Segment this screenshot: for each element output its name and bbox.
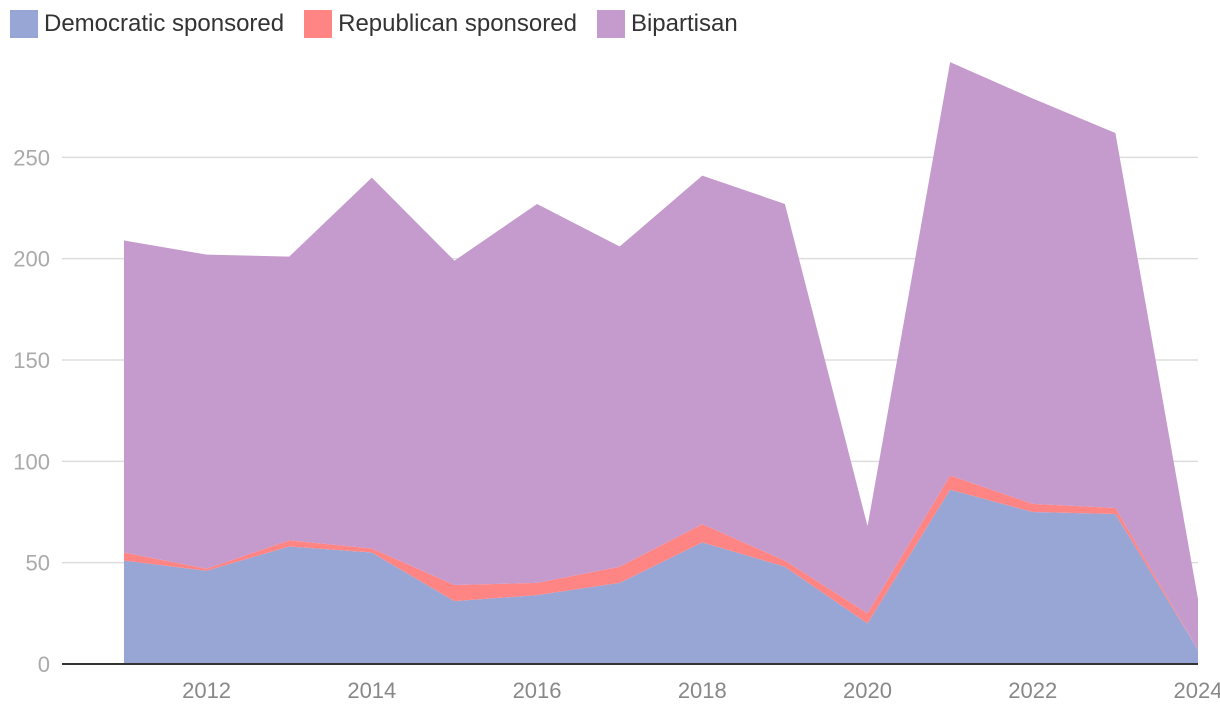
axes: 0 50 100 150 200 250 2012 2014 2016 2018 2020 2022 2… [13, 145, 1220, 703]
legend-label-democratic: Democratic sponsored [44, 10, 285, 37]
area-republican-sponsored[interactable] [123, 475, 1199, 650]
area-bipartisan[interactable] [123, 62, 1199, 650]
legend-item-democratic[interactable]: Democratic sponsored [10, 10, 284, 38]
legend-label-republican: Republican sponsored [338, 10, 577, 37]
legend-swatch-republican [304, 10, 333, 38]
y-tick-label-50: 50 [26, 551, 50, 576]
y-tick-label-250: 250 [13, 145, 50, 170]
x-tick-label-2012: 2012 [182, 678, 231, 703]
area-democratic-sponsored[interactable] [123, 489, 1199, 664]
y-tick-label-100: 100 [13, 449, 50, 474]
x-tick-label-2020: 2020 [843, 678, 892, 703]
legend-label-bipartisan: Bipartisan [630, 10, 738, 37]
y-tick-label-200: 200 [13, 247, 50, 272]
legend-swatch-democratic [10, 10, 38, 38]
x-tick-label-2024: 2024 [1174, 678, 1220, 703]
areas [123, 62, 1199, 664]
y-tick-label-0: 0 [38, 652, 50, 677]
legend-item-republican[interactable]: Republican sponsored [304, 10, 577, 38]
x-tick-label-2018: 2018 [678, 678, 727, 703]
x-tick-label-2016: 2016 [513, 678, 562, 703]
x-tick-label-2014: 2014 [347, 678, 396, 703]
legend-item-bipartisan[interactable]: Bipartisan [596, 10, 738, 38]
legend-swatch-bipartisan [596, 10, 625, 38]
x-tick-label-2022: 2022 [1008, 678, 1057, 703]
legend: Democratic sponsored Republican sponsore… [10, 10, 758, 38]
y-tick-label-150: 150 [13, 348, 50, 373]
